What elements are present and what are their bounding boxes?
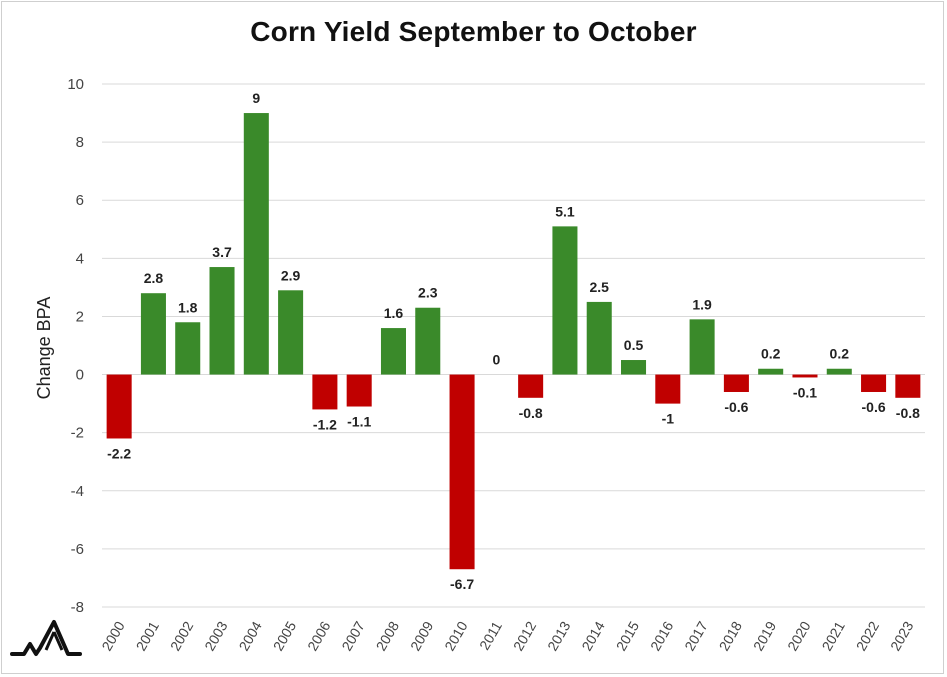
data-label-2014: 2.5 bbox=[589, 279, 609, 295]
y-tick-label: 8 bbox=[76, 134, 84, 151]
chart-title: Corn Yield September to October bbox=[250, 16, 697, 47]
y-tick-label: 2 bbox=[76, 308, 84, 325]
data-label-2023: -0.8 bbox=[896, 405, 920, 421]
bar-2000 bbox=[106, 374, 132, 439]
y-tick-label: 10 bbox=[67, 76, 84, 93]
y-tick-label: -2 bbox=[71, 425, 84, 442]
x-tick-label: 2004 bbox=[235, 618, 265, 653]
data-label-2004: 9 bbox=[252, 90, 260, 106]
data-label-2003: 3.7 bbox=[212, 244, 232, 260]
x-tick-label: 2019 bbox=[750, 618, 780, 653]
x-tick-label: 2008 bbox=[373, 618, 403, 653]
x-tick-label: 2001 bbox=[133, 618, 163, 653]
bar-2021 bbox=[826, 368, 852, 375]
y-axis-label: Change BPA bbox=[34, 297, 54, 400]
x-tick-label: 2021 bbox=[818, 618, 848, 653]
bar-2016 bbox=[655, 374, 681, 404]
data-label-2020: -0.1 bbox=[793, 384, 817, 400]
bar-2018 bbox=[723, 374, 749, 392]
data-label-2002: 1.8 bbox=[178, 299, 198, 315]
data-label-2000: -2.2 bbox=[107, 445, 131, 461]
x-axis-ticks: 2000 2001 2002 2003 2004 2005 2006 2007 2008 2009… bbox=[98, 618, 916, 653]
x-tick-label: 2014 bbox=[578, 618, 608, 653]
x-tick-label: 2017 bbox=[681, 618, 711, 653]
x-tick-label: 2010 bbox=[441, 618, 471, 653]
bar-2003 bbox=[209, 267, 235, 375]
bar-2014 bbox=[586, 301, 612, 375]
data-label-2013: 5.1 bbox=[555, 203, 575, 219]
y-tick-label: 0 bbox=[76, 367, 84, 384]
data-label-2016: -1 bbox=[662, 411, 675, 427]
x-tick-label: 2015 bbox=[613, 618, 643, 653]
x-tick-label: 2009 bbox=[407, 618, 437, 653]
x-tick-label: 2013 bbox=[544, 618, 574, 653]
bar-2009 bbox=[415, 307, 441, 375]
data-labels: -2.2 2.8 1.8 3.7 9 2.9 -1.2 -1.1 1.6 2.3 -6.7 0 -0.8… bbox=[107, 90, 920, 592]
gridlines bbox=[102, 83, 925, 608]
bar-2004 bbox=[243, 113, 269, 375]
data-label-2015: 0.5 bbox=[624, 337, 644, 353]
x-tick-label: 2012 bbox=[510, 618, 540, 653]
bar-2006 bbox=[312, 374, 338, 410]
x-tick-label: 2018 bbox=[716, 618, 746, 653]
bar-2015 bbox=[621, 360, 647, 375]
bar-2002 bbox=[175, 322, 201, 375]
data-label-2022: -0.6 bbox=[862, 399, 886, 415]
x-tick-label: 2007 bbox=[338, 618, 368, 653]
data-label-2011: 0 bbox=[492, 352, 500, 368]
y-tick-label: -8 bbox=[71, 599, 84, 616]
data-label-2005: 2.9 bbox=[281, 267, 301, 283]
bars bbox=[106, 113, 921, 570]
bar-2022 bbox=[861, 374, 887, 392]
bar-2019 bbox=[758, 368, 784, 375]
x-tick-label: 2002 bbox=[167, 618, 197, 653]
x-tick-label: 2005 bbox=[270, 618, 300, 653]
x-tick-label: 2022 bbox=[853, 618, 883, 653]
bar-2007 bbox=[346, 374, 372, 407]
data-label-2007: -1.1 bbox=[347, 414, 371, 430]
bar-2001 bbox=[140, 293, 166, 375]
data-label-2009: 2.3 bbox=[418, 285, 438, 301]
bar-2017 bbox=[689, 319, 715, 375]
bar-2008 bbox=[380, 328, 406, 375]
bar-2020 bbox=[792, 374, 818, 378]
data-label-2017: 1.9 bbox=[692, 296, 712, 312]
data-label-2006: -1.2 bbox=[313, 416, 337, 432]
x-tick-label: 2000 bbox=[98, 618, 128, 653]
data-label-2010: -6.7 bbox=[450, 576, 474, 592]
x-tick-label: 2020 bbox=[784, 618, 814, 653]
data-label-2001: 2.8 bbox=[144, 270, 164, 286]
data-label-2021: 0.2 bbox=[830, 346, 850, 362]
y-tick-label: -6 bbox=[71, 541, 84, 558]
x-tick-label: 2016 bbox=[647, 618, 677, 653]
data-label-2012: -0.8 bbox=[519, 405, 543, 421]
y-tick-label: 6 bbox=[76, 192, 84, 209]
bar-2023 bbox=[895, 374, 921, 398]
data-label-2018: -0.6 bbox=[724, 399, 748, 415]
bar-2012 bbox=[518, 374, 544, 398]
x-tick-label: 2006 bbox=[304, 618, 334, 653]
x-tick-label: 2003 bbox=[201, 618, 231, 653]
data-label-2019: 0.2 bbox=[761, 346, 781, 362]
mountain-pulse-logo-icon bbox=[10, 620, 82, 656]
bar-2013 bbox=[552, 226, 578, 375]
bar-2005 bbox=[278, 290, 304, 375]
y-axis-ticks: 10 8 6 4 2 0 -2 -4 -6 -8 bbox=[67, 76, 84, 616]
x-tick-label: 2011 bbox=[476, 618, 505, 652]
y-tick-label: 4 bbox=[76, 250, 84, 267]
x-tick-label: 2023 bbox=[887, 618, 917, 653]
bar-2010 bbox=[449, 374, 475, 570]
data-label-2008: 1.6 bbox=[384, 305, 404, 321]
y-tick-label: -4 bbox=[71, 483, 84, 500]
